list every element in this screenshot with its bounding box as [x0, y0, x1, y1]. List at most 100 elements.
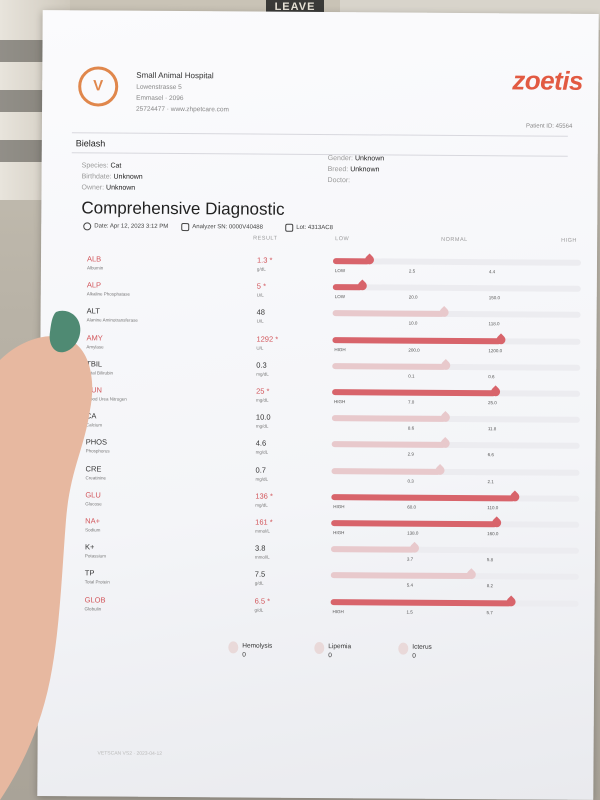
result-bar [330, 598, 512, 606]
test-value: 10.0 [255, 412, 271, 422]
low-ref: 1.5 [406, 609, 413, 615]
test-unit: g/dL [254, 607, 264, 613]
test-unit: mg/dL [255, 449, 269, 456]
test-code: ALP [86, 280, 102, 290]
hospital-address-line1: Lowenstrasse 5 [136, 83, 182, 92]
result-row: AMY Amylase 1292 * U/L HIGH 200.0 1200.0 [40, 333, 596, 363]
low-ref: 2.5 [408, 268, 416, 274]
test-name: Calcium [85, 422, 103, 428]
result-row: GLOB Globulin 6.5 * g/dL HIGH 1.5 5.7 [38, 595, 594, 625]
drop-icon [228, 641, 239, 654]
low-ref: 0.1 [408, 373, 415, 379]
test-value: 7.5 [254, 569, 266, 580]
test-name: Albumin [86, 265, 104, 271]
test-code: ALT [86, 306, 100, 316]
analyzer-icon [181, 223, 190, 232]
report-analyzer: Analyzer SN: 0000V40488 [181, 223, 263, 232]
high-ref: 5.7 [486, 609, 493, 615]
high-ref: 6.6 [487, 452, 494, 458]
test-code: GLU [85, 490, 101, 500]
test-value: 0.3 [256, 360, 267, 370]
result-row: CA Calcium 10.0 mg/dL 8.6 11.8 [40, 411, 596, 441]
result-row: TP Total Protein 7.5 g/dL 5.4 8.2 [39, 568, 595, 598]
test-code: ALB [86, 254, 102, 264]
high-ref: 0.6 [488, 373, 495, 380]
test-unit: g/dL [256, 266, 266, 272]
low-ref: 3.7 [406, 556, 414, 562]
test-value: 25 * [256, 386, 270, 396]
report-lot: Lot: 4313AC8 [285, 223, 333, 232]
test-unit: mg/dL [256, 397, 269, 403]
low-ref: 8.6 [407, 425, 415, 431]
report-date: Date: Apr 12, 2023 3:12 PM [83, 222, 168, 231]
high-ref: 25.0 [488, 400, 497, 406]
high-ref: 160.0 [487, 531, 499, 537]
test-unit: mg/dL [255, 476, 269, 482]
result-row: PHOS Phosphorus 4.6 mg/dL 2.9 6.6 [40, 437, 596, 467]
index-hemolysis: Hemolysis 0 [228, 641, 272, 659]
patient-id: Patient ID: 45564 [525, 123, 573, 130]
test-unit: mg/dL [255, 423, 269, 429]
test-unit: g/dL [254, 580, 264, 587]
low-ref: 138.0 [407, 530, 419, 536]
high-ref: 110.0 [487, 504, 499, 511]
gender-info: Gender: Unknown [327, 155, 385, 163]
divider [71, 152, 568, 157]
column-normal: NORMAL [441, 236, 468, 244]
test-value: 48 [256, 307, 266, 318]
test-value: 1.3 * [256, 255, 273, 265]
test-value: 161 * [255, 517, 273, 527]
hospital-logo-icon: V [78, 66, 119, 107]
test-code: TBIL [86, 359, 103, 369]
drop-icon [398, 642, 409, 655]
index-icterus: Icterus 0 [398, 642, 432, 661]
result-bar [331, 415, 446, 423]
flag-label: HIGH [332, 608, 344, 614]
test-unit: mg/dL [255, 502, 268, 508]
index-lipemia: Lipemia 0 [314, 641, 351, 660]
report-footer: VETSCAN VS2 · 2023-04-12 [97, 750, 163, 757]
test-unit: U/L [256, 318, 264, 325]
result-bar [331, 520, 498, 528]
high-ref: 8.2 [486, 583, 494, 589]
result-row: CRE Creatinine 0.7 mg/dL 0.3 2.1 [39, 463, 595, 494]
high-ref: 118.0 [488, 321, 500, 327]
patient-name: Bielash [75, 138, 106, 149]
cube-icon [285, 223, 294, 232]
low-ref: 20.0 [408, 294, 418, 300]
test-value: 3.8 [254, 543, 266, 553]
hospital-address-line2: Emmasel · 2096 [136, 94, 184, 103]
result-marker-icon [439, 411, 452, 424]
result-row: ALB Albumin 1.3 * g/dL LOW 2.5 4.4 [41, 253, 597, 284]
result-bar [331, 441, 446, 449]
test-code: TP [84, 568, 95, 578]
result-bar [332, 336, 502, 344]
test-unit: U/L [256, 292, 264, 298]
result-marker-icon [408, 542, 421, 555]
divider [71, 132, 568, 137]
test-code: PHOS [85, 437, 108, 447]
low-ref: 0.3 [407, 478, 414, 484]
lab-report-paper: V Small Animal Hospital Lowenstrasse 5 E… [37, 10, 599, 800]
test-name: Sodium [85, 527, 101, 533]
high-ref: 4.4 [488, 269, 496, 275]
clock-icon [83, 222, 92, 231]
result-row: GLU Glucose 136 * mg/dL HIGH 60.0 110.0 [39, 490, 595, 520]
report-title: Comprehensive Diagnostic [81, 198, 285, 219]
column-result: RESULT [253, 235, 278, 242]
test-value: 0.7 [255, 465, 267, 475]
flag-label: HIGH [333, 530, 345, 536]
column-low: LOW [335, 236, 350, 243]
result-bar [330, 546, 416, 553]
test-code: BUN [86, 385, 102, 395]
breed-info: Breed: Unknown [327, 166, 380, 174]
test-name: Potassium [84, 553, 106, 559]
test-code: CA [85, 411, 97, 421]
test-name: Total Bilirubin [86, 370, 114, 376]
test-value: 1292 * [256, 334, 279, 344]
high-ref: 11.8 [487, 426, 497, 432]
flag-label: HIGH [333, 503, 345, 509]
test-name: Creatinine [85, 474, 107, 481]
result-bar [331, 493, 516, 502]
test-value: 6.5 * [254, 596, 271, 606]
